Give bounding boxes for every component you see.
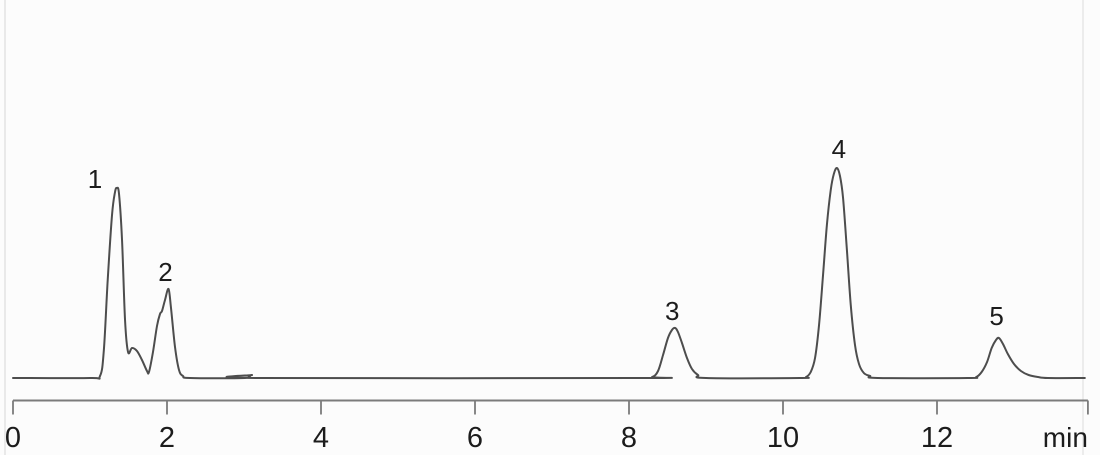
peak-label-1: 1 [88,164,102,194]
peak-label-5: 5 [989,301,1003,331]
x-axis-tick-label: 0 [5,422,21,454]
x-axis-tick-label: 12 [921,422,953,454]
chromatogram-trace [12,166,1086,380]
peak-label-4: 4 [832,134,846,164]
x-axis-tick-label: 4 [313,422,329,454]
peak-label-2: 2 [158,257,172,287]
x-axis-tick-label: 2 [159,422,175,454]
x-axis-tick-label: 6 [467,422,483,454]
x-axis-tick-label: 10 [767,422,799,454]
x-axis-unit-label: min [1043,422,1088,453]
x-axis-tick-label: 8 [621,422,637,454]
peak-label-3: 3 [665,296,679,326]
